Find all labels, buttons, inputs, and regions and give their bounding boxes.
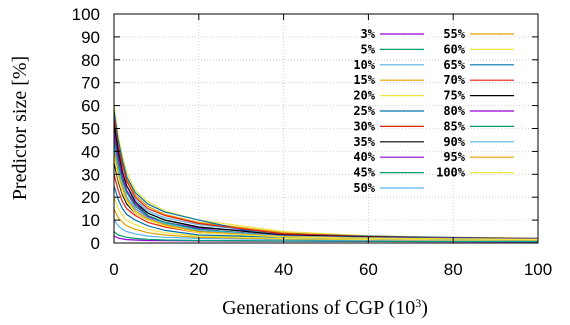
y-tick-label: 70 — [81, 74, 100, 93]
legend-label: 80% — [443, 104, 465, 118]
legend-label: 60% — [443, 42, 465, 56]
legend-label: 75% — [443, 89, 465, 103]
axis-ticks: 0 10 20 30 40 50 60 70 80 90 100 0 20 40 60 80 100 — [72, 5, 553, 279]
legend-label: 35% — [353, 135, 375, 149]
series-line — [113, 185, 539, 241]
x-tick-label: 0 — [109, 260, 118, 279]
y-tick-label: 80 — [81, 51, 100, 70]
series-line — [113, 196, 539, 241]
y-tick-label: 90 — [81, 28, 100, 47]
series-lines — [113, 105, 539, 243]
y-tick-label: 20 — [81, 188, 100, 207]
legend-label: 100% — [436, 166, 466, 180]
legend-label: 90% — [443, 135, 465, 149]
legend-label: 50% — [353, 181, 375, 195]
y-tick-label: 10 — [81, 211, 100, 230]
legend: 3%5% 10%15% 20%25%30% 35%40% 45%50% 55%60% 65%… — [353, 27, 514, 195]
legend-label: 65% — [443, 58, 465, 72]
x-axis-title: Generations of CGP (103) — [222, 296, 428, 319]
legend-label: 10% — [353, 58, 375, 72]
legend-label: 3% — [361, 27, 376, 41]
x-tick-label: 80 — [444, 260, 463, 279]
x-tick-label: 40 — [274, 260, 293, 279]
x-tick-label: 20 — [189, 260, 208, 279]
series-line — [113, 155, 539, 241]
x-axis-title-main: Generations of CGP (10 — [222, 297, 415, 319]
y-tick-label: 40 — [81, 142, 100, 161]
legend-label: 5% — [361, 42, 376, 56]
grid — [114, 14, 538, 243]
x-axis-title-sup: 3 — [415, 296, 421, 310]
x-tick-label: 60 — [359, 260, 378, 279]
y-tick-label: 60 — [81, 97, 100, 116]
y-tick-label: 0 — [91, 234, 100, 253]
legend-label: 55% — [443, 27, 465, 41]
legend-label: 20% — [353, 89, 375, 103]
x-axis-title-close: ) — [421, 297, 428, 319]
series-line — [113, 123, 539, 240]
y-axis-title: Predictor size [%] — [9, 56, 31, 200]
legend-label: 30% — [353, 119, 375, 133]
legend-label: 85% — [443, 119, 465, 133]
series-line — [113, 231, 539, 243]
legend-label: 70% — [443, 73, 465, 87]
legend-label: 95% — [443, 150, 465, 164]
y-tick-label: 30 — [81, 165, 100, 184]
legend-label: 45% — [353, 166, 375, 180]
series-line — [113, 219, 539, 242]
legend-label: 40% — [353, 150, 375, 164]
series-line — [113, 174, 539, 240]
y-tick-label: 50 — [81, 120, 100, 139]
y-tick-label: 100 — [72, 5, 100, 24]
legend-label: 25% — [353, 104, 375, 118]
legend-label: 15% — [353, 73, 375, 87]
x-tick-label: 100 — [524, 260, 552, 279]
